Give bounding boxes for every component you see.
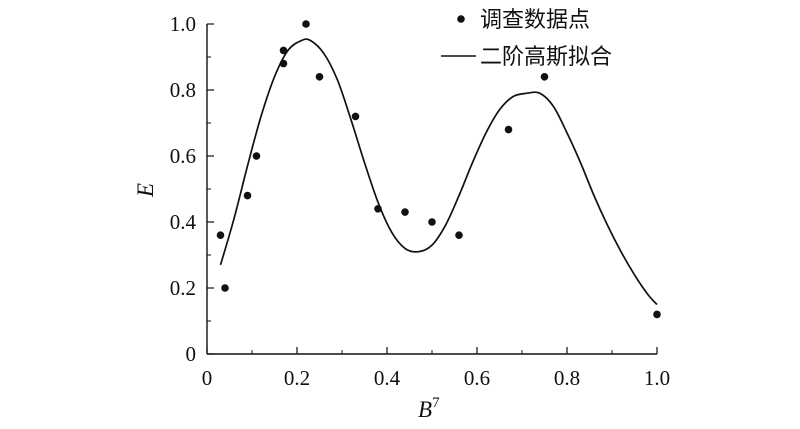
ticks: 0 0.2 0.4 0.6 0.8 1.0 0 0.2 0.4 0.6 0.8 1.0 <box>170 12 670 390</box>
x-axis-label: B7 <box>418 395 440 422</box>
x-axis-label-main: B <box>418 397 432 422</box>
y-tick-label: 0.8 <box>170 78 196 102</box>
fit-curve-layer <box>219 38 658 306</box>
survey-data-point <box>243 191 252 200</box>
axes <box>206 24 657 355</box>
survey-data-point <box>374 205 382 213</box>
gaussian-fit-line <box>219 38 658 306</box>
survey-data-point <box>315 73 324 81</box>
legend-label-line: 二阶高斯拟合 <box>480 45 612 70</box>
legend-marker-scatter <box>457 15 465 23</box>
y-tick-label: 0.6 <box>170 144 196 168</box>
y-tick-label: 0.2 <box>170 276 196 300</box>
survey-data-point <box>279 59 288 68</box>
x-tick-label: 0.6 <box>464 366 490 390</box>
survey-data-point <box>428 218 436 226</box>
survey-data-point <box>653 310 661 319</box>
legend: 调查数据点 二阶高斯拟合 <box>441 8 612 70</box>
x-tick-label: 0.4 <box>374 366 401 390</box>
x-axis-label-superscript: 7 <box>432 395 440 411</box>
scatter-points-layer <box>216 20 661 319</box>
x-tick-label: 0.8 <box>554 366 580 390</box>
x-tick-label: 0 <box>202 366 213 390</box>
survey-data-point <box>279 46 288 55</box>
survey-data-point <box>221 284 229 292</box>
y-tick-label: 1.0 <box>170 12 196 36</box>
survey-data-point <box>455 231 463 239</box>
survey-data-point <box>540 73 549 81</box>
survey-data-point <box>216 231 225 239</box>
survey-data-point <box>252 152 261 160</box>
survey-data-point <box>351 112 360 121</box>
x-tick-label: 0.2 <box>284 366 310 390</box>
y-axis-label: E <box>133 183 158 198</box>
survey-data-point <box>504 125 513 134</box>
legend-label-scatter: 调查数据点 <box>480 8 590 33</box>
y-tick-label: 0 <box>186 342 197 366</box>
survey-data-point <box>302 20 310 28</box>
x-tick-label: 1.0 <box>644 366 670 390</box>
y-tick-label: 0.4 <box>170 210 197 234</box>
survey-data-point <box>401 208 409 216</box>
